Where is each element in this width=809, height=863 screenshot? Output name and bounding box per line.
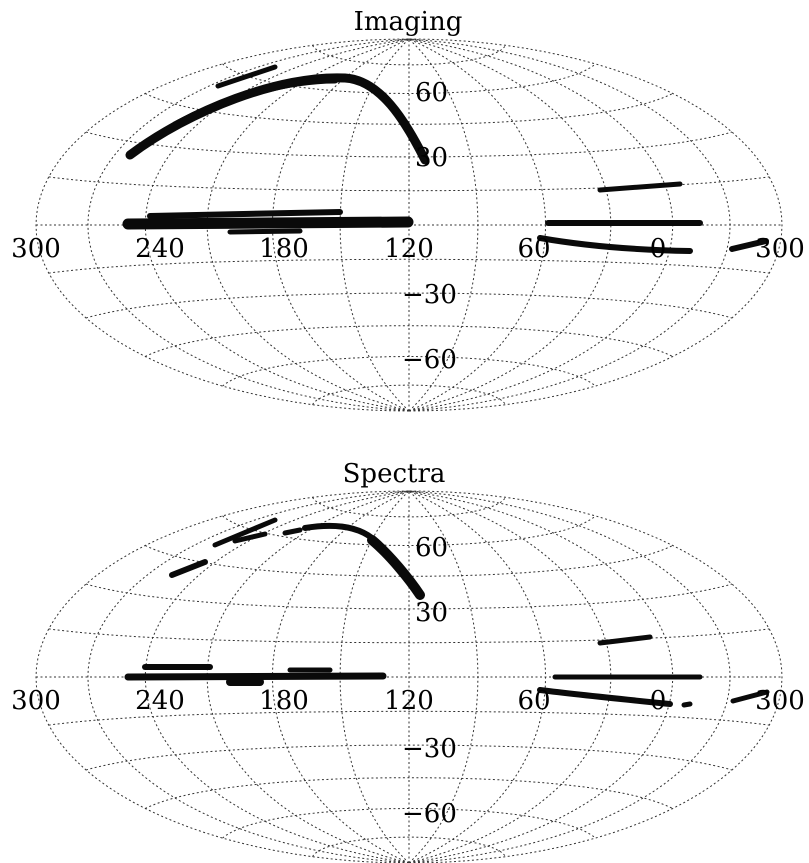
parallel-line (48, 710, 770, 726)
spectra-panel: Spectra 300 240 180 120 60 0 (11, 459, 805, 863)
latitude-labels: 60 30 −30 −60 (402, 78, 457, 375)
lon-label: 300 (755, 234, 805, 264)
lon-label: 0 (650, 234, 667, 264)
parallel-line (312, 836, 506, 857)
meridian-line (408, 490, 612, 863)
survey-stripe (122, 216, 414, 230)
longitude-labels: 300 240 180 120 60 0 300 (11, 234, 805, 264)
lon-label: 180 (259, 686, 309, 716)
lat-label: −30 (402, 280, 457, 310)
longitude-labels: 300 240 180 120 60 0 300 (11, 686, 805, 716)
parallel-line (222, 356, 596, 387)
lon-label: 300 (11, 686, 61, 716)
parallel-line (85, 583, 733, 610)
panel-title: Spectra (343, 459, 446, 489)
parallel-line (312, 45, 506, 66)
survey-stripe (124, 672, 387, 681)
lat-label: 30 (415, 143, 448, 173)
survey-stripe (169, 559, 208, 578)
imaging-panel: Imaging 300 240 180 120 60 0 300 60 30 (11, 7, 805, 412)
parallel-line (312, 384, 506, 405)
survey-stripe (729, 238, 769, 252)
parallel-line (222, 63, 596, 94)
survey-stripe (147, 209, 343, 219)
parallel-line (312, 497, 506, 518)
survey-stripe (302, 522, 375, 541)
lon-label: 60 (517, 686, 550, 716)
lat-label: −60 (402, 345, 457, 375)
meridian-line (87, 38, 410, 412)
parallel-line (48, 628, 770, 644)
meridian-line (408, 490, 783, 863)
survey-stripe (215, 64, 278, 89)
survey-stripe (681, 701, 693, 708)
lon-label: 120 (384, 686, 434, 716)
survey-stripe (730, 689, 770, 704)
meridian-line (408, 38, 783, 412)
survey-stripe (537, 687, 673, 707)
lon-label: 180 (259, 234, 309, 264)
parallel-line (85, 131, 733, 158)
lat-label: 30 (415, 598, 448, 628)
survey-stripe (232, 531, 268, 544)
survey-stripes (122, 64, 769, 254)
survey-stripe (227, 228, 303, 235)
meridian-line (87, 490, 410, 863)
survey-stripe (367, 535, 425, 600)
lon-label: 120 (384, 234, 434, 264)
latitude-labels: 60 30 −30 −60 (402, 533, 457, 829)
meridian-line (408, 38, 612, 412)
lat-label: 60 (415, 533, 448, 563)
lon-label: 240 (135, 686, 185, 716)
parallel-line (85, 744, 733, 771)
parallel-line (85, 292, 733, 319)
parallel-line (222, 808, 596, 839)
lon-label: 0 (650, 686, 667, 716)
survey-stripe (282, 527, 303, 536)
survey-stripe (171, 76, 339, 129)
lon-label: 300 (755, 686, 805, 716)
lon-label: 300 (11, 234, 61, 264)
parallel-line (48, 258, 770, 274)
parallel-line (144, 777, 674, 809)
panel-title: Imaging (354, 7, 463, 37)
survey-stripe (597, 634, 653, 646)
lon-label: 60 (517, 234, 550, 264)
survey-stripe (212, 517, 278, 548)
survey-stripe (537, 235, 693, 254)
lat-label: −30 (402, 734, 457, 764)
lat-label: 60 (415, 78, 448, 108)
survey-stripes (124, 517, 770, 708)
lat-label: −60 (402, 799, 457, 829)
survey-stripe (597, 181, 683, 193)
parallel-line (144, 325, 674, 357)
lon-label: 240 (135, 234, 185, 264)
